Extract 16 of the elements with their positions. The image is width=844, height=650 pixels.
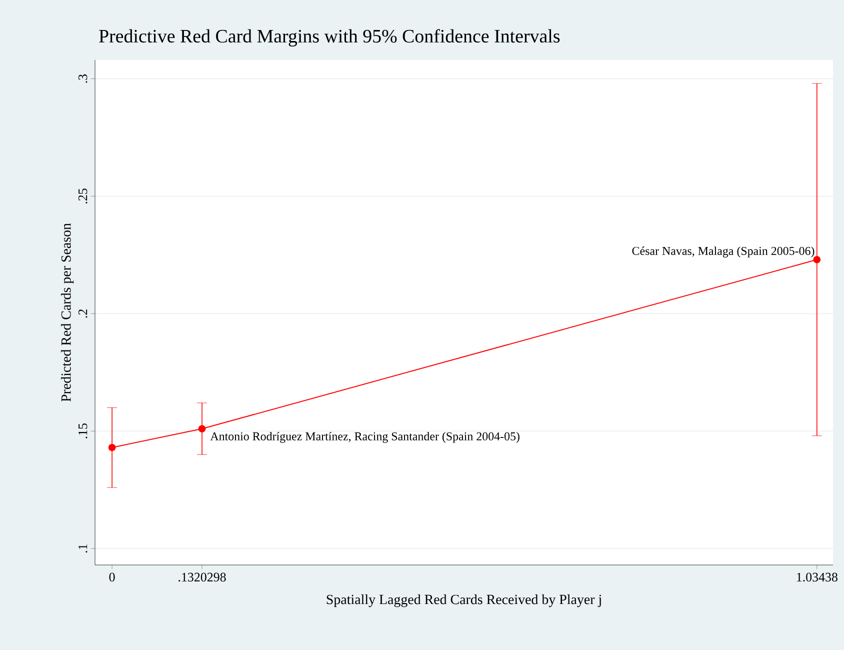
x-tick-label: 0 [109,572,115,582]
y-axis-title: Predicted Red Cards per Season [60,223,74,402]
x-axis-title: Spatially Lagged Red Cards Received by Player j [326,594,601,608]
x-tick-label: 1.03438 [797,572,838,582]
point [198,425,206,432]
annotation: Antonio Rodríguez Martínez, Racing Santander (Spain 2004-05) [210,432,520,443]
point [813,256,821,264]
annotation: César Navas, Malaga (Spain 2005-06) [632,246,814,258]
y-tick-label: .15 [78,424,88,438]
point [108,444,116,452]
y-tick-label: .25 [78,188,88,204]
y-tick-label: .3 [78,74,88,83]
chart-title: Predictive Red Card Margins with 95% Confidence Intervals [99,29,560,46]
y-tick-label: .2 [78,310,88,318]
y-tick-label: .1 [78,544,88,553]
x-tick-label: .1320298 [178,572,226,582]
